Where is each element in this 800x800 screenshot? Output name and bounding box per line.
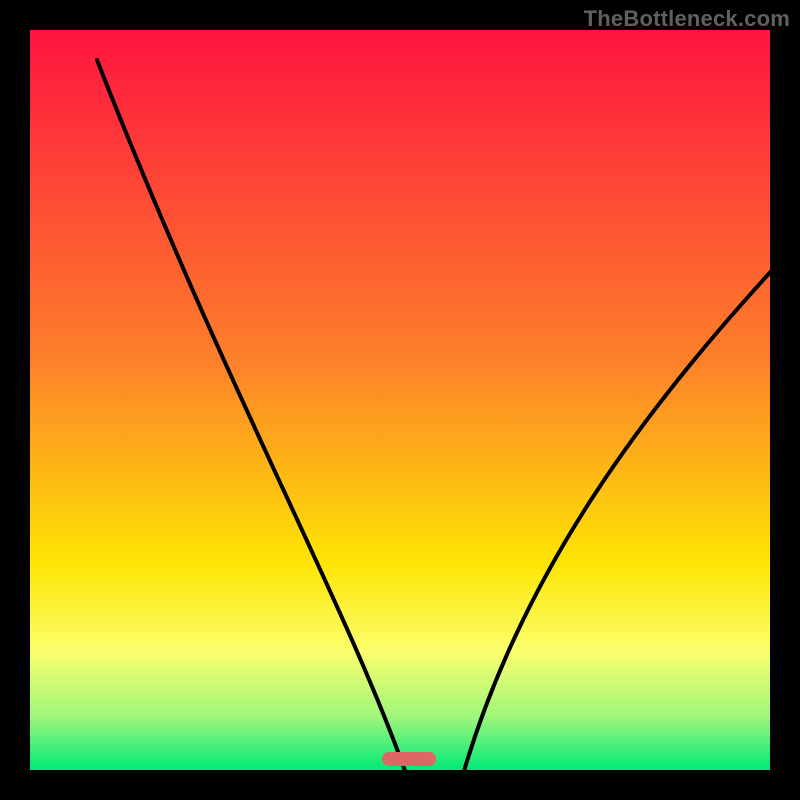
curve-right bbox=[460, 240, 800, 785]
bottleneck-curves bbox=[30, 30, 770, 770]
curve-left bbox=[97, 60, 410, 785]
bottleneck-marker bbox=[382, 752, 437, 765]
plot-area bbox=[30, 30, 770, 770]
attribution-text: TheBottleneck.com bbox=[584, 6, 790, 32]
